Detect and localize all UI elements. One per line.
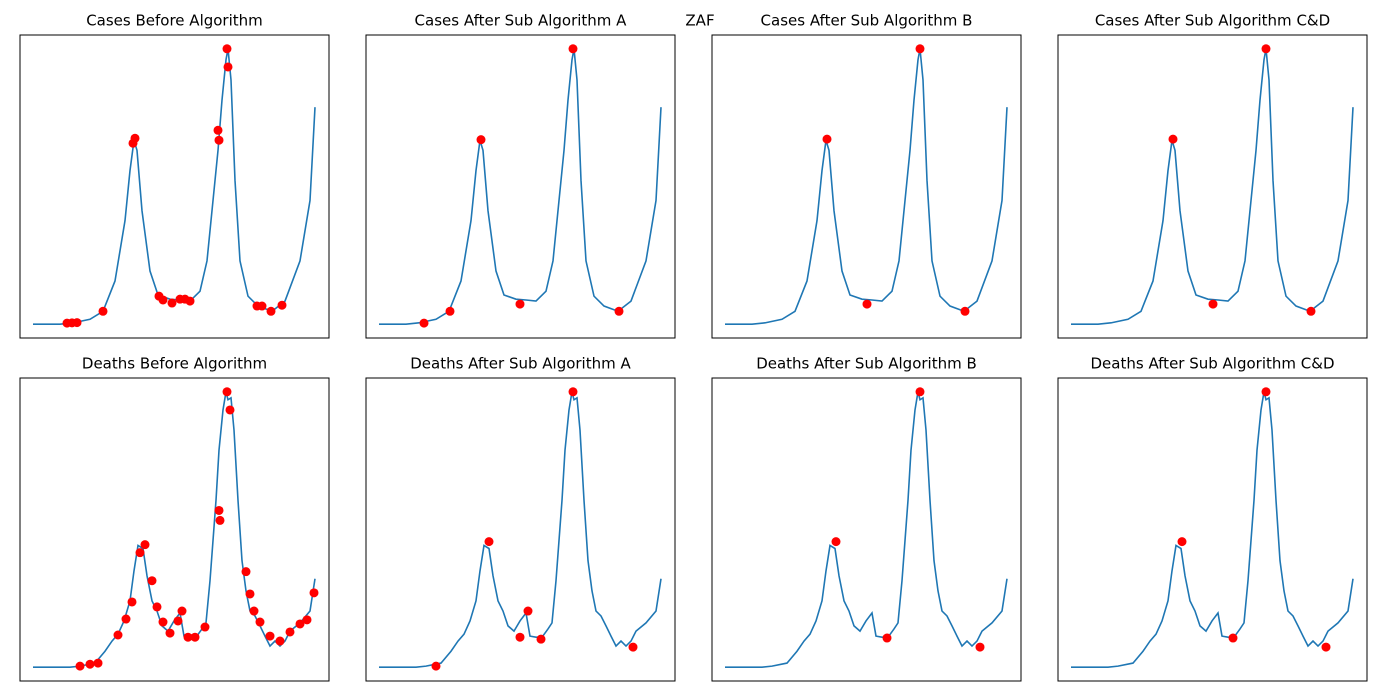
peak-point xyxy=(158,617,168,627)
peak-point xyxy=(1208,299,1218,309)
data-line xyxy=(33,48,316,326)
panel-title: Deaths After Sub Algorithm A xyxy=(410,355,631,373)
peak-point xyxy=(285,627,295,637)
peak-point xyxy=(130,133,140,143)
peak-point xyxy=(213,125,223,135)
peak-point xyxy=(1321,642,1331,652)
peak-point xyxy=(165,628,175,638)
peak-point xyxy=(915,44,925,54)
peak-point xyxy=(476,135,486,145)
peak-point xyxy=(140,540,150,550)
peak-point xyxy=(822,134,832,144)
peak-point xyxy=(1261,387,1271,397)
data-line xyxy=(725,391,1008,669)
peak-point xyxy=(127,597,137,607)
panel-frame xyxy=(365,34,676,339)
peak-point xyxy=(113,630,123,640)
panel-title: Deaths After Sub Algorithm B xyxy=(756,355,977,373)
figure-title: ZAF xyxy=(685,12,714,30)
peak-point xyxy=(277,300,287,310)
peak-point xyxy=(85,659,95,669)
peak-point xyxy=(225,405,235,415)
panel-frame xyxy=(365,377,676,682)
panel-title: Deaths Before Algorithm xyxy=(82,355,267,373)
peak-point xyxy=(200,622,210,632)
peak-point xyxy=(862,299,872,309)
peak-point xyxy=(628,642,638,652)
peak-point xyxy=(214,505,224,515)
data-line xyxy=(379,391,662,669)
peak-point xyxy=(167,298,177,308)
peak-point xyxy=(249,606,259,616)
peak-point xyxy=(523,606,533,616)
peak-point xyxy=(152,602,162,612)
panel-frame xyxy=(1057,377,1368,682)
peak-point xyxy=(98,306,108,316)
peak-point xyxy=(1168,134,1178,144)
peak-point xyxy=(214,135,224,145)
peak-point xyxy=(275,636,285,646)
peak-point xyxy=(882,633,892,643)
peak-point xyxy=(265,631,275,641)
peak-point xyxy=(915,387,925,397)
peak-point xyxy=(245,589,255,599)
peak-point xyxy=(515,299,525,309)
peak-point xyxy=(257,301,267,311)
peak-point xyxy=(536,634,546,644)
peak-point xyxy=(266,306,276,316)
peak-point xyxy=(419,318,429,328)
peak-point xyxy=(309,588,319,598)
peak-point xyxy=(147,576,157,586)
panel-title: Cases After Sub Algorithm C&D xyxy=(1095,12,1330,30)
panel-title: Deaths After Sub Algorithm C&D xyxy=(1091,355,1335,373)
peak-point xyxy=(93,658,103,668)
panel-frame xyxy=(19,34,330,339)
panel-frame xyxy=(711,34,1022,339)
data-line xyxy=(33,391,316,669)
peak-point xyxy=(445,306,455,316)
peak-point xyxy=(1261,44,1271,54)
peak-point xyxy=(960,306,970,316)
peak-point xyxy=(255,617,265,627)
peak-point xyxy=(135,548,145,558)
panel-title: Cases Before Algorithm xyxy=(86,12,263,30)
peak-point xyxy=(190,632,200,642)
peak-point xyxy=(1177,537,1187,547)
peak-point xyxy=(515,632,525,642)
peak-point xyxy=(121,614,131,624)
peak-point xyxy=(295,619,305,629)
panel-frame xyxy=(711,377,1022,682)
peak-point xyxy=(614,306,624,316)
peak-point xyxy=(302,615,312,625)
peak-point xyxy=(173,616,183,626)
peak-point xyxy=(158,295,168,305)
data-line xyxy=(1071,391,1354,669)
panel-title: Cases After Sub Algorithm A xyxy=(415,12,628,30)
peak-point xyxy=(568,44,578,54)
peak-point xyxy=(185,296,195,306)
peak-point xyxy=(831,537,841,547)
peak-point xyxy=(222,44,232,54)
peak-point xyxy=(568,387,578,397)
data-line xyxy=(1071,48,1354,326)
peak-point xyxy=(75,661,85,671)
peak-point xyxy=(183,632,193,642)
peak-point xyxy=(1306,306,1316,316)
peak-point xyxy=(223,62,233,72)
peak-point xyxy=(431,661,441,671)
peak-point xyxy=(177,606,187,616)
data-line xyxy=(725,48,1008,326)
peak-point xyxy=(484,537,494,547)
panel-frame xyxy=(19,377,330,682)
panel-title: Cases After Sub Algorithm B xyxy=(761,12,973,30)
peak-point xyxy=(1228,633,1238,643)
peak-point xyxy=(72,318,82,328)
peak-point xyxy=(975,642,985,652)
panel-frame xyxy=(1057,34,1368,339)
peak-point xyxy=(241,567,251,577)
peak-point xyxy=(215,515,225,525)
peak-point xyxy=(222,387,232,397)
data-line xyxy=(379,48,662,326)
